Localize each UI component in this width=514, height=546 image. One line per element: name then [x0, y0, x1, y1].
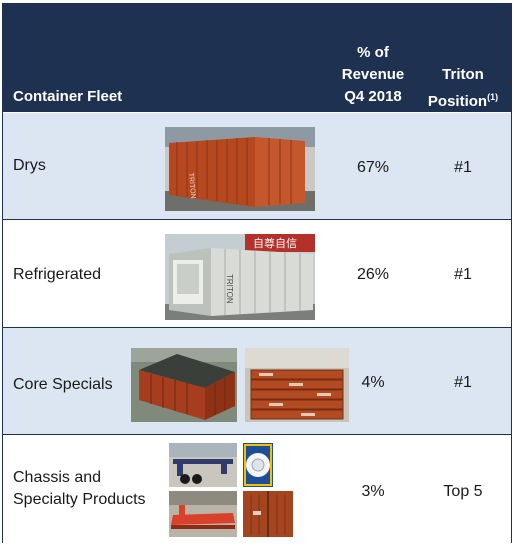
header-position-line2: Position(1) — [415, 86, 511, 113]
header-revenue-line1: % of — [357, 44, 389, 61]
tank-container-photo — [243, 443, 273, 487]
row-label-drys: Drys — [13, 157, 46, 174]
table-header: Container Fleet % of Revenue Q4 2018 Tri… — [3, 4, 511, 112]
row-position-refrigerated: #1 — [454, 266, 472, 283]
open-top-container-photo — [131, 348, 237, 422]
row-position-drys: #1 — [454, 159, 472, 176]
row-revenue-chassis-specialty: 3% — [361, 483, 385, 500]
row-label-chassis-specialty: Chassis and Specialty Products — [13, 467, 146, 511]
header-triton-position: Triton Position(1) — [415, 64, 511, 113]
row-revenue-drys: 67% — [356, 159, 390, 176]
row-revenue-core-specials: 4% — [361, 374, 385, 391]
dry-container-photo: TRITON — [165, 127, 315, 211]
flat-bed-photo — [169, 491, 237, 537]
dry-brand-text: TRITON — [187, 173, 196, 199]
chassis-photo — [169, 443, 237, 487]
header-container-fleet: Container Fleet — [13, 88, 123, 105]
header-revenue-share: % of Revenue Q4 2018 — [325, 42, 421, 108]
container-door-photo — [243, 491, 293, 537]
row-position-chassis-specialty: Top 5 — [443, 483, 483, 500]
header-position-label: Position — [427, 93, 488, 110]
table-row-refrigerated: Refrigerated 自尊自信 TRITON 26% #1 — [3, 219, 511, 327]
fleet-table: Container Fleet % of Revenue Q4 2018 Tri… — [2, 3, 512, 544]
table-row-chassis-specialty: Chassis and Specialty Products — [3, 434, 511, 544]
header-revenue-line3: Q4 2018 — [344, 88, 402, 105]
flat-rack-stack-photo — [245, 348, 349, 422]
row-label-line2: Specialty Products — [13, 491, 146, 508]
row-label-core-specials: Core Specials — [13, 376, 113, 393]
row-label-line1: Chassis and — [13, 469, 102, 486]
reefer-brand-text: TRITON — [225, 274, 234, 304]
table-row-drys: Drys TRITON 67% #1 — [3, 112, 511, 219]
footnote-marker: (1) — [487, 92, 499, 102]
header-position-line1: Triton — [442, 66, 484, 83]
row-position-core-specials: #1 — [454, 374, 472, 391]
sign-text: 自尊自信 — [253, 236, 297, 250]
table-row-core-specials: Core Specials — [3, 327, 511, 434]
header-revenue-line2: Revenue — [341, 66, 405, 83]
row-label-refrigerated: Refrigerated — [13, 266, 102, 283]
row-revenue-refrigerated: 26% — [356, 266, 390, 283]
reefer-container-photo: 自尊自信 TRITON — [165, 234, 315, 320]
